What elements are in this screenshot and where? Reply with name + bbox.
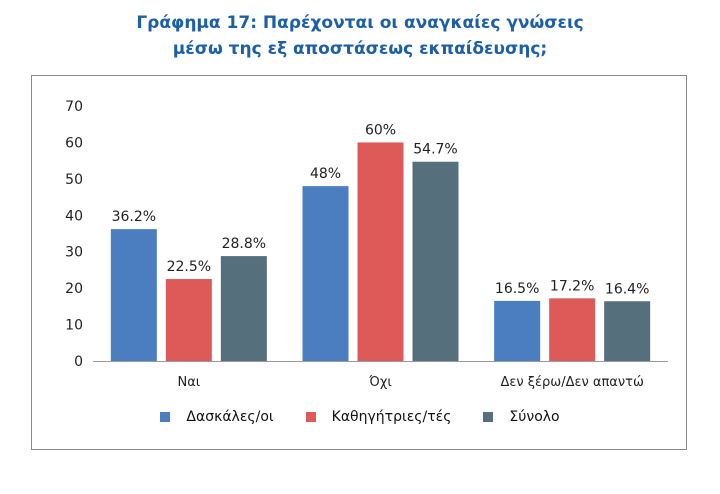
data-label: 60% xyxy=(365,122,396,138)
legend: Δασκάλες/οι Καθηγήτριες/τές Σύνολο xyxy=(0,405,720,429)
legend-label-total: Σύνολο xyxy=(509,409,560,425)
data-label: 28.8% xyxy=(222,236,266,252)
legend-item-teachers-secondary: Καθηγήτριες/τές xyxy=(305,409,452,425)
y-tick-label: 50 xyxy=(65,172,83,188)
data-label: 16.4% xyxy=(605,281,649,297)
data-label: 16.5% xyxy=(495,281,539,297)
data-label: 22.5% xyxy=(167,259,211,275)
chart-frame xyxy=(31,75,687,450)
legend-item-teachers-primary: Δασκάλες/οι xyxy=(160,409,274,425)
y-tick-label: 40 xyxy=(65,208,83,224)
data-label: 17.2% xyxy=(550,278,594,294)
bar xyxy=(110,229,157,361)
chart-title: Γράφημα 17: Παρέχονται οι αναγκαίες γνώσ… xyxy=(0,10,720,62)
data-label: 36.2% xyxy=(112,209,156,225)
legend-swatch-total xyxy=(483,412,494,422)
y-tick-label: 10 xyxy=(65,318,83,334)
x-tick-label: Δεν ξέρω/Δεν απαντώ xyxy=(500,375,643,390)
legend-swatch-teachers-secondary xyxy=(305,412,316,422)
bar xyxy=(412,161,459,361)
y-tick-label: 30 xyxy=(65,245,83,261)
bar xyxy=(357,142,404,361)
bar xyxy=(549,298,596,361)
chart-title-line-1: Γράφημα 17: Παρέχονται οι αναγκαίες γνώσ… xyxy=(136,13,584,33)
x-tick-label: Ναι xyxy=(177,375,200,390)
y-tick-label: 60 xyxy=(65,135,83,151)
bar xyxy=(165,279,212,361)
legend-label-teachers-secondary: Καθηγήτριες/τές xyxy=(331,409,452,425)
bar xyxy=(494,300,541,361)
data-label: 48% xyxy=(310,166,341,182)
legend-label-teachers-primary: Δασκάλες/οι xyxy=(186,409,274,425)
y-tick-label: 0 xyxy=(74,354,83,370)
chart-title-line-2: μέσω της εξ αποστάσεως εκπαίδευσης; xyxy=(172,39,548,59)
bar xyxy=(604,301,651,361)
legend-swatch-teachers-primary xyxy=(160,412,171,422)
y-tick-label: 20 xyxy=(65,281,83,297)
bar xyxy=(302,186,349,361)
bar xyxy=(220,256,267,361)
x-tick-label: Όχι xyxy=(368,375,391,390)
legend-item-total: Σύνολο xyxy=(483,409,560,425)
y-tick-label: 70 xyxy=(65,99,83,115)
data-label: 54.7% xyxy=(413,142,457,158)
